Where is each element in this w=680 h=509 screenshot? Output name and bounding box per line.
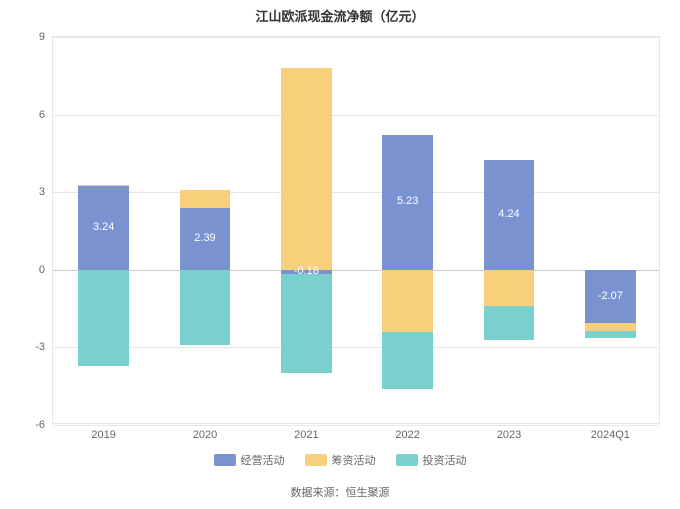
gridline: [53, 192, 659, 193]
bar-group: -0.18: [281, 37, 332, 423]
legend-label: 经营活动: [241, 452, 285, 468]
x-tick-label: 2021: [294, 423, 318, 441]
y-tick-label: -6: [35, 419, 53, 431]
x-tick-label: 2020: [193, 423, 217, 441]
chart-title: 江山欧派现金流净额（亿元）: [0, 6, 680, 25]
bar-segment-investing: [180, 270, 231, 345]
legend-item-investing[interactable]: 投资活动: [396, 452, 467, 468]
gridline: [53, 37, 659, 38]
plot-area: -6-3036920193.2420202.392021-0.1820225.2…: [52, 36, 660, 424]
bar-segment-financing: [585, 323, 636, 331]
bar-group: 3.24: [78, 37, 129, 423]
legend-item-operating[interactable]: 经营活动: [214, 452, 285, 468]
gridline: [53, 347, 659, 348]
y-tick-label: 6: [39, 109, 53, 121]
bar-group: -2.07: [585, 37, 636, 423]
data-source-text: 数据来源：恒生聚源: [291, 487, 390, 499]
bar-segment-investing: [78, 270, 129, 366]
x-tick-label: 2019: [91, 423, 115, 441]
legend: 经营活动 筹资活动 投资活动: [0, 452, 680, 469]
bar-segment-investing: [585, 331, 636, 337]
bar-data-label: 5.23: [382, 195, 433, 207]
bar-data-label: -0.18: [281, 265, 332, 277]
x-tick-label: 2023: [497, 423, 521, 441]
legend-swatch: [214, 454, 236, 466]
bar-data-label: 2.39: [180, 232, 231, 244]
y-tick-label: 3: [39, 186, 53, 198]
bar-segment-financing: [382, 270, 433, 332]
bar-segment-financing: [78, 185, 129, 186]
bar-data-label: 3.24: [78, 221, 129, 233]
legend-label: 投资活动: [423, 452, 467, 468]
y-tick-label: -3: [35, 341, 53, 353]
bar-segment-financing: [484, 270, 535, 306]
gridline: [53, 270, 659, 271]
bar-group: 4.24: [484, 37, 535, 423]
bar-segment-investing: [382, 332, 433, 389]
bar-data-label: -2.07: [585, 290, 636, 302]
bar-segment-investing: [281, 274, 332, 372]
x-tick-label: 2024Q1: [591, 423, 630, 441]
cashflow-chart: 江山欧派现金流净额（亿元） -6-3036920193.2420202.3920…: [0, 0, 680, 509]
legend-swatch: [305, 454, 327, 466]
y-tick-label: 9: [39, 31, 53, 43]
gridline: [53, 115, 659, 116]
legend-label: 筹资活动: [332, 452, 376, 468]
x-tick-label: 2022: [395, 423, 419, 441]
bar-segment-investing: [484, 306, 535, 340]
y-tick-label: 0: [39, 264, 53, 276]
legend-item-financing[interactable]: 筹资活动: [305, 452, 376, 468]
legend-swatch: [396, 454, 418, 466]
data-source: 数据来源：恒生聚源: [0, 484, 680, 500]
bar-data-label: 4.24: [484, 208, 535, 220]
bar-segment-financing: [180, 190, 231, 208]
gridline: [53, 425, 659, 426]
bar-group: 5.23: [382, 37, 433, 423]
bar-group: 2.39: [180, 37, 231, 423]
bar-segment-financing: [281, 68, 332, 270]
